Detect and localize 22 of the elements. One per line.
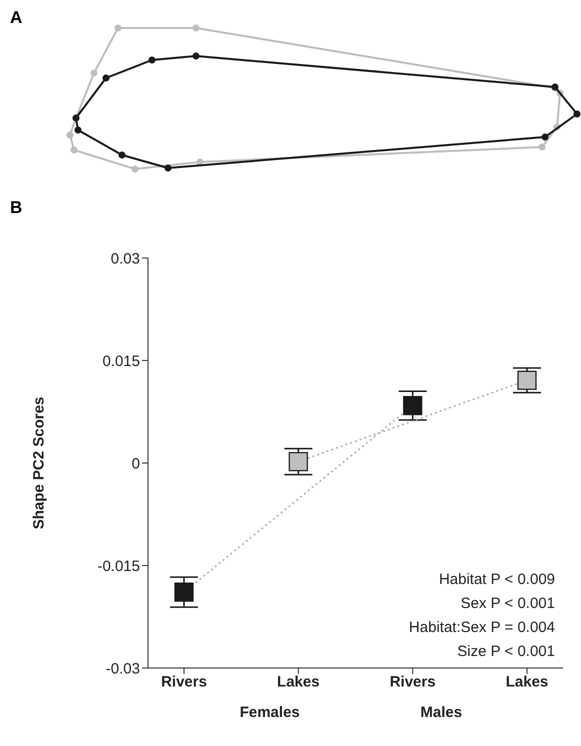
x-tick-label: Rivers bbox=[390, 674, 436, 691]
x-tick-label: Lakes bbox=[277, 674, 320, 691]
y-tick-label: 0 bbox=[132, 455, 140, 472]
point bbox=[517, 370, 537, 390]
annotation: Sex P < 0.001 bbox=[460, 594, 555, 614]
x-tick-label: Lakes bbox=[506, 674, 548, 691]
y-tick-label: -0.015 bbox=[97, 558, 140, 575]
text: B bbox=[10, 198, 22, 218]
point bbox=[288, 452, 308, 472]
annotation: Size P < 0.001 bbox=[456, 642, 555, 662]
point bbox=[174, 582, 194, 602]
text: Males bbox=[419, 704, 464, 721]
annotation: Habitat P < 0.009 bbox=[438, 570, 555, 590]
y-axis-title: Shape PC2 Scores bbox=[30, 396, 48, 530]
y-tick-label: -0.03 bbox=[106, 660, 140, 678]
text: Females bbox=[238, 704, 301, 721]
x-tick-label: Rivers bbox=[161, 674, 207, 691]
y-tick-label: 0.03 bbox=[110, 250, 140, 268]
text: A bbox=[10, 8, 22, 28]
point bbox=[403, 396, 422, 416]
y-tick-label: 0.015 bbox=[102, 352, 140, 370]
annotation: Habitat:Sex P = 0.004 bbox=[408, 618, 555, 638]
